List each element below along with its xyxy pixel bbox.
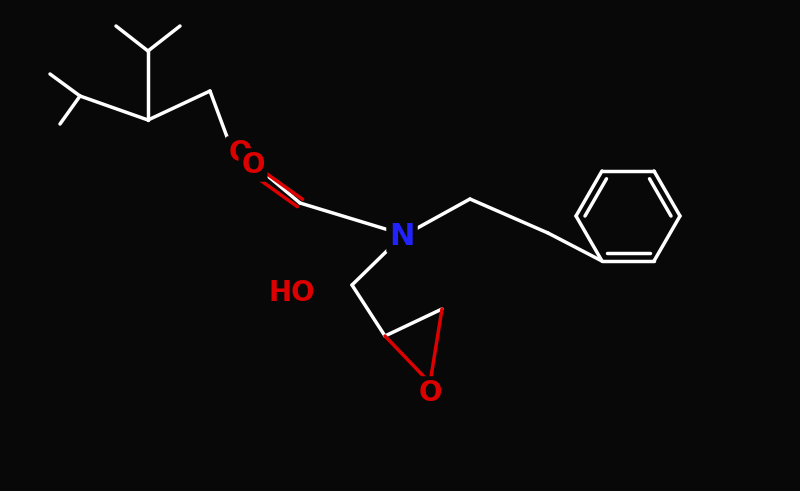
Text: HO: HO: [269, 279, 315, 307]
Text: O: O: [242, 151, 265, 179]
Text: O: O: [228, 139, 252, 167]
Text: O: O: [418, 379, 442, 407]
Text: N: N: [390, 221, 414, 250]
